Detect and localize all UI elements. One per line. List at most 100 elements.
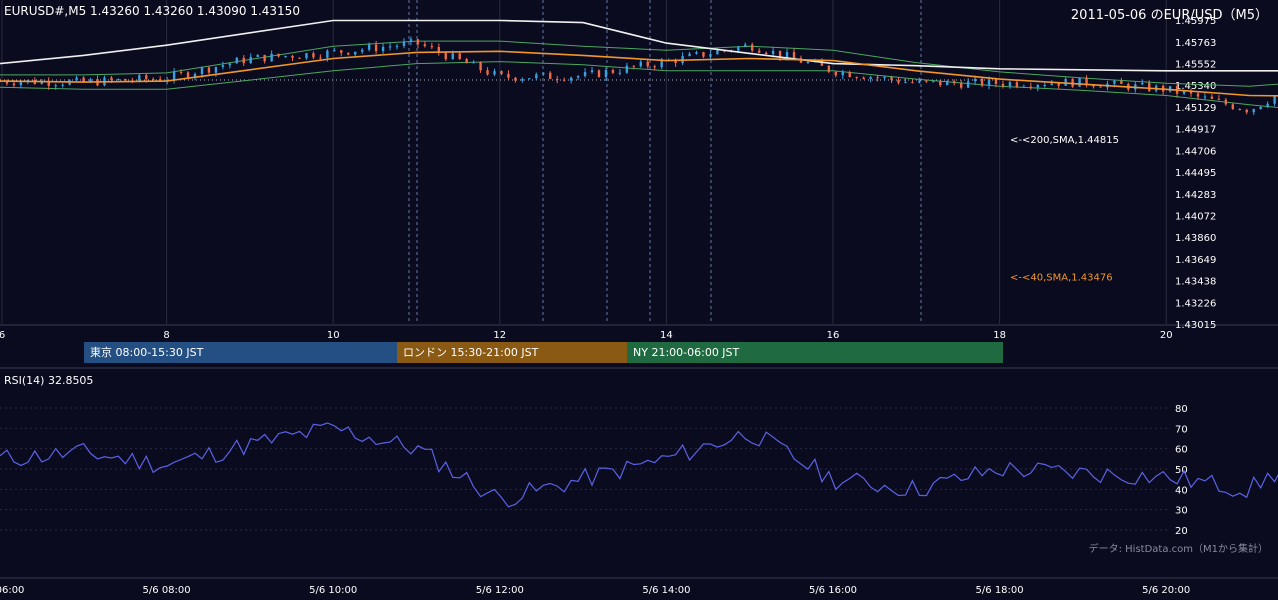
- candle-body: [416, 39, 420, 45]
- candle-body: [1210, 96, 1214, 99]
- candle-body: [966, 81, 970, 88]
- candle-body: [172, 71, 176, 81]
- candle-body: [1120, 80, 1123, 84]
- session-tokyo-label: 東京 08:00-15:30 JST: [90, 346, 204, 359]
- candle-body: [82, 77, 85, 82]
- price-tick-label: 1.44072: [1175, 211, 1216, 222]
- candle-body: [771, 50, 775, 55]
- candle-body: [152, 79, 155, 81]
- candle-body: [695, 52, 698, 54]
- candle-body: [688, 53, 691, 57]
- time-tick-label: 5/6 12:00: [476, 585, 524, 596]
- candle-body: [1189, 91, 1193, 94]
- session-ny: NY 21:00-06:00 JST: [627, 342, 1003, 363]
- candle-body: [1141, 82, 1144, 85]
- candle-body: [994, 79, 998, 84]
- candle-body: [980, 78, 984, 86]
- candle-body: [1196, 93, 1200, 97]
- candle-body: [409, 39, 413, 42]
- candle-body: [1245, 109, 1248, 113]
- candle-body: [946, 81, 949, 86]
- candle-body: [556, 78, 559, 80]
- candle-body: [959, 83, 963, 88]
- candle-body: [1224, 99, 1228, 105]
- price-tick-label: 1.45129: [1175, 103, 1216, 114]
- candle-body: [876, 77, 879, 79]
- candle-body: [604, 69, 608, 78]
- candle-body: [1266, 103, 1269, 107]
- candle-body: [395, 46, 399, 48]
- price-tick-label: 1.44283: [1175, 190, 1216, 201]
- candle-body: [312, 53, 315, 58]
- rsi-tick-label: 80: [1175, 404, 1188, 415]
- chart-title: 2011-05-06 のEUR/USD（M5）: [1070, 8, 1268, 23]
- candle-body: [305, 53, 308, 59]
- price-tick-label: 1.43015: [1175, 320, 1216, 331]
- candle-body: [709, 54, 712, 57]
- candle-body: [1182, 91, 1186, 94]
- candle-body: [625, 65, 629, 73]
- candle-body: [590, 70, 594, 73]
- rsi-tick-label: 60: [1175, 445, 1188, 456]
- candle-body: [12, 83, 16, 86]
- candle-body: [1085, 77, 1088, 85]
- candle-body: [75, 77, 78, 81]
- candle-body: [1099, 86, 1102, 88]
- candle-body: [702, 52, 705, 57]
- candle-body: [855, 77, 858, 79]
- candle-body: [1113, 80, 1116, 84]
- candle-body: [848, 71, 851, 78]
- candle-body: [1231, 104, 1235, 109]
- candle-body: [1259, 106, 1262, 110]
- candle-body: [479, 62, 482, 71]
- candle-body: [145, 75, 148, 80]
- candle-body: [890, 76, 893, 80]
- candle-body: [542, 72, 545, 75]
- candle-body: [89, 79, 92, 82]
- candle-body: [792, 52, 796, 59]
- candle-body: [381, 46, 385, 52]
- candle-body: [1203, 96, 1207, 98]
- candle-body: [751, 44, 754, 51]
- candle-body: [869, 77, 872, 79]
- rsi-tick-label: 70: [1175, 424, 1188, 435]
- candle-body: [1078, 77, 1081, 87]
- candle-body: [1036, 85, 1039, 88]
- bollinger-upper-line: [0, 40, 1278, 87]
- price-tick-label: 1.43649: [1175, 255, 1216, 266]
- candle-body: [953, 81, 956, 84]
- price-tick-label: 1.43860: [1175, 233, 1216, 244]
- candle-body: [583, 72, 587, 77]
- time-tick-label: 5/6 10:00: [309, 585, 357, 596]
- candle-body: [1043, 85, 1046, 87]
- candle-body: [639, 61, 642, 67]
- candle-body: [19, 82, 23, 86]
- symbol-info: EURUSD#,M5 1.43260 1.43260 1.43090 1.431…: [4, 4, 300, 18]
- hour-tick-label: 20: [1160, 330, 1173, 341]
- price-tick-label: 1.44495: [1175, 168, 1216, 179]
- candle-body: [186, 72, 190, 78]
- candle-body: [242, 57, 245, 64]
- candle-body: [562, 79, 566, 81]
- candle-body: [347, 52, 350, 55]
- time-tick-label: 5/6 18:00: [976, 585, 1024, 596]
- hour-tick-label: 12: [493, 330, 506, 341]
- candle-body: [284, 55, 287, 57]
- candle-body: [514, 77, 517, 81]
- candle-body: [61, 84, 64, 86]
- candle-body: [1092, 84, 1095, 87]
- candle-body: [757, 50, 761, 53]
- price-tick-label: 1.45552: [1175, 59, 1216, 70]
- candle-body: [270, 53, 273, 62]
- candle-body: [486, 70, 489, 75]
- sma40-line: [0, 50, 1278, 97]
- candle-body: [507, 73, 510, 78]
- candle-body: [388, 46, 392, 48]
- candle-body: [1238, 108, 1241, 110]
- price-tick-label: 1.45763: [1175, 38, 1216, 49]
- candle-body: [535, 74, 538, 79]
- candle-body: [1057, 83, 1060, 86]
- candle-body: [883, 76, 886, 78]
- price-tick-label: 1.45975: [1175, 16, 1216, 27]
- price-tick-label: 1.45340: [1175, 81, 1216, 92]
